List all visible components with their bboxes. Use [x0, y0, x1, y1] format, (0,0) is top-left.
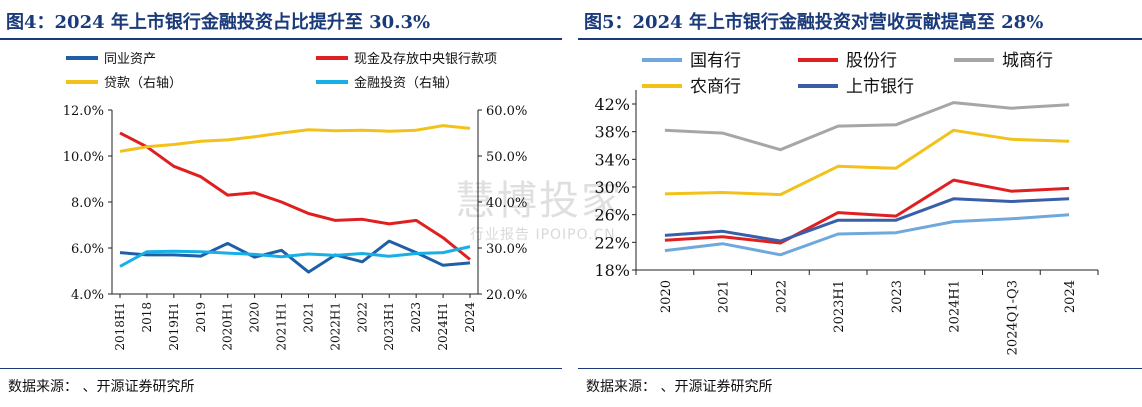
- series-line: [664, 197, 1070, 243]
- x-tick-label: 2021: [301, 302, 315, 333]
- x-tick-label: 2024: [1063, 280, 1078, 313]
- x-tick-label: 2020H1: [221, 302, 235, 351]
- chart-title: 图5：2024 年上市银行金融投资对营收贡献提高至 28%: [584, 12, 1044, 33]
- chart-panel-fig4: 图4：2024 年上市银行金融投资占比提升至 30.3% 同业资产 现金及存放中央…: [0, 0, 562, 407]
- legend-label: 农商行: [690, 77, 741, 97]
- x-tick-label: 2023: [409, 302, 423, 333]
- legend-label: 同业资产: [104, 52, 156, 67]
- y-tick-label: 18%: [594, 261, 630, 280]
- y-tick-label-right: 30.0%: [486, 242, 527, 257]
- x-tick-label: 2024: [463, 302, 477, 333]
- y-tick-label-left: 10.0%: [63, 150, 104, 165]
- title-rule: [0, 38, 562, 40]
- chart-panel-fig5: 图5：2024 年上市银行金融投资对营收贡献提高至 28% 国有行 股份行 城商行农…: [578, 0, 1142, 407]
- x-tick-label: 2023H1: [382, 302, 396, 351]
- x-tick-label: 2018H1: [113, 302, 127, 351]
- y-tick-label-right: 40.0%: [486, 196, 527, 211]
- source-rule: [0, 368, 562, 369]
- series-line: [664, 178, 1070, 245]
- series-line: [119, 131, 471, 261]
- chart-title: 图4：2024 年上市银行金融投资占比提升至 30.3%: [6, 12, 431, 33]
- x-tick-label: 2020: [659, 280, 674, 313]
- y-tick-label: 42%: [594, 95, 630, 114]
- y-tick-label-right: 20.0%: [486, 288, 527, 303]
- legend-label: 现金及存放中央银行款项: [354, 51, 497, 67]
- title-rule: [578, 38, 1142, 40]
- series-line: [119, 245, 471, 268]
- x-tick-label: 2020: [248, 302, 262, 333]
- y-tick-label: 22%: [594, 233, 630, 252]
- legend-label: 国有行: [690, 51, 741, 71]
- legend-label: 城商行: [1002, 51, 1053, 71]
- x-tick-label: 2022: [355, 302, 369, 333]
- series-line: [664, 213, 1070, 257]
- series-line: [119, 124, 471, 153]
- watermark-logo: 慧博投家: [455, 178, 623, 224]
- series-line: [664, 128, 1070, 197]
- x-tick-label: 2019H1: [167, 302, 181, 351]
- y-tick-label-right: 60.0%: [486, 104, 527, 119]
- x-tick-label: 2021: [717, 280, 732, 313]
- x-tick-label: 2023H1: [832, 280, 847, 333]
- y-tick-label-left: 8.0%: [71, 196, 104, 211]
- y-tick-label-left: 4.0%: [71, 288, 104, 303]
- y-tick-label-left: 12.0%: [63, 104, 104, 119]
- x-tick-label: 2019: [194, 302, 208, 333]
- x-tick-label: 2024H1: [436, 302, 450, 351]
- x-tick-label: 2022H1: [328, 302, 342, 351]
- watermark-url: 行业报告 IPOIPO.CN: [470, 227, 616, 243]
- y-tick-label-right: 50.0%: [486, 150, 527, 165]
- y-tick-label-left: 6.0%: [71, 242, 104, 257]
- y-tick-label: 26%: [594, 206, 630, 225]
- x-tick-label: 2023: [890, 280, 905, 313]
- y-tick-label: 38%: [594, 123, 630, 142]
- x-tick-label: 2024Q1-Q3: [1005, 280, 1020, 355]
- legend-label: 贷款（右轴）: [104, 76, 182, 91]
- legend-label: 金融投资（右轴）: [354, 75, 458, 91]
- y-tick-label: 30%: [594, 178, 630, 197]
- source-note: 数据来源： 、开源证券研究所: [586, 379, 773, 395]
- x-tick-label: 2018: [140, 302, 154, 333]
- legend-label: 股份行: [846, 51, 897, 71]
- series-line: [664, 101, 1070, 152]
- x-tick-label: 2024H1: [948, 280, 963, 333]
- y-tick-label: 34%: [594, 150, 630, 169]
- legend-label: 上市银行: [846, 77, 914, 97]
- source-rule: [578, 368, 1142, 369]
- source-note: 数据来源： 、开源证券研究所: [8, 379, 195, 395]
- x-tick-label: 2022: [774, 280, 789, 313]
- series-line: [119, 239, 471, 274]
- x-tick-label: 2021H1: [275, 302, 289, 351]
